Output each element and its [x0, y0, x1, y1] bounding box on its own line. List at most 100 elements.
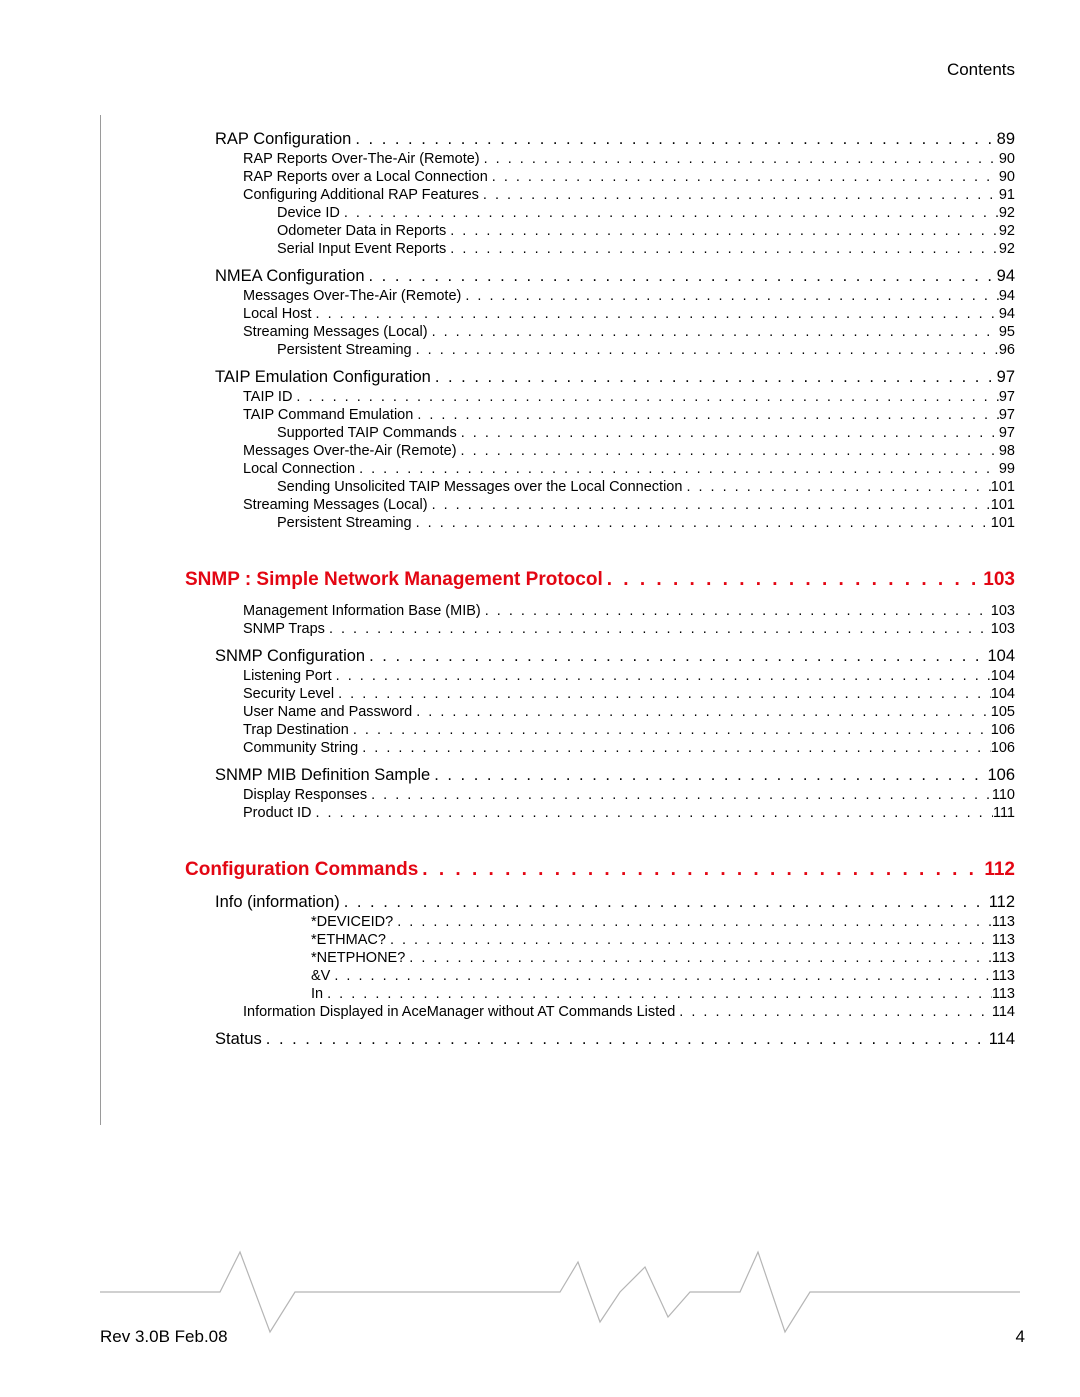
- toc-page-number: 103: [991, 603, 1015, 619]
- toc-leader-dots: . . . . . . . . . . . . . . . . . . . . …: [430, 766, 987, 785]
- toc-entry: Management Information Base (MIB) . . . …: [243, 603, 1015, 619]
- toc-label: Management Information Base (MIB): [243, 603, 481, 619]
- toc-label: Status: [215, 1030, 262, 1049]
- toc-page-number: 97: [999, 389, 1015, 405]
- toc-leader-dots: . . . . . . . . . . . . . . . . . . . . …: [332, 668, 991, 684]
- toc-page-number: 112: [984, 859, 1015, 881]
- toc-label: SNMP Traps: [243, 621, 325, 637]
- toc-label: TAIP Emulation Configuration: [215, 368, 431, 387]
- toc-label: Odometer Data in Reports: [277, 223, 446, 239]
- toc-label: Information Displayed in AceManager with…: [243, 1004, 675, 1020]
- toc-leader-dots: . . . . . . . . . . . . . . . . . . . . …: [428, 497, 991, 513]
- toc-page-number: 106: [987, 766, 1015, 785]
- toc-page-number: 113: [992, 932, 1015, 948]
- toc-leader-dots: . . . . . . . . . . . . . . . . . . . . …: [349, 722, 991, 738]
- toc-leader-dots: . . . . . . . . . . . . . . . . . . . . …: [325, 621, 991, 637]
- toc-entry: NMEA Configuration . . . . . . . . . . .…: [215, 267, 1015, 286]
- toc-label: Local Connection: [243, 461, 355, 477]
- toc-entry: RAP Reports Over-The-Air (Remote) . . . …: [243, 151, 1015, 167]
- toc-leader-dots: . . . . . . . . . . . . . . . . . . . . …: [446, 223, 999, 239]
- toc-label: TAIP ID: [243, 389, 292, 405]
- toc-page-number: 103: [983, 569, 1015, 591]
- toc-page-number: 98: [999, 443, 1015, 459]
- toc-leader-dots: . . . . . . . . . . . . . . . . . . . . …: [412, 704, 991, 720]
- toc-page-number: 101: [991, 497, 1015, 513]
- toc-label: TAIP Command Emulation: [243, 407, 413, 423]
- toc-label: Local Host: [243, 306, 312, 322]
- toc-page-number: 96: [999, 342, 1015, 358]
- toc-entry: Configuring Additional RAP Features . . …: [243, 187, 1015, 203]
- toc-entry: *ETHMAC? . . . . . . . . . . . . . . . .…: [311, 932, 1015, 948]
- toc-label: Listening Port: [243, 668, 332, 684]
- toc-page-number: 99: [999, 461, 1015, 477]
- toc-leader-dots: . . . . . . . . . . . . . . . . . . . . …: [457, 425, 999, 441]
- toc-entry: TAIP Command Emulation . . . . . . . . .…: [243, 407, 1015, 423]
- footer-revision: Rev 3.0B Feb.08: [100, 1327, 228, 1347]
- toc-leader-dots: . . . . . . . . . . . . . . . . . . . . …: [431, 368, 997, 387]
- toc-entry: Supported TAIP Commands . . . . . . . . …: [277, 425, 1015, 441]
- toc-chapter: Configuration Commands . . . . . . . . .…: [185, 859, 1015, 881]
- toc-page-number: 91: [999, 187, 1015, 203]
- toc-page-number: 114: [992, 1004, 1015, 1020]
- vertical-rule: [100, 115, 101, 1125]
- toc-page-number: 94: [999, 288, 1015, 304]
- toc-page-number: 89: [997, 130, 1015, 149]
- footer: Rev 3.0B Feb.08 4: [100, 1327, 1025, 1347]
- toc-entry: *NETPHONE? . . . . . . . . . . . . . . .…: [311, 950, 1015, 966]
- toc-entry: Display Responses . . . . . . . . . . . …: [243, 787, 1015, 803]
- toc-entry: Serial Input Event Reports . . . . . . .…: [277, 241, 1015, 257]
- toc-entry: Community String . . . . . . . . . . . .…: [243, 740, 1015, 756]
- toc-entry: Persistent Streaming . . . . . . . . . .…: [277, 342, 1015, 358]
- toc-entry: &V . . . . . . . . . . . . . . . . . . .…: [311, 968, 1015, 984]
- wave-decoration: [100, 1222, 1020, 1342]
- toc-label: Configuring Additional RAP Features: [243, 187, 479, 203]
- toc-leader-dots: . . . . . . . . . . . . . . . . . . . . …: [358, 740, 991, 756]
- toc-label: Configuration Commands: [185, 859, 418, 881]
- toc-page-number: 103: [991, 621, 1015, 637]
- toc-leader-dots: . . . . . . . . . . . . . . . . . . . . …: [412, 342, 999, 358]
- toc-leader-dots: . . . . . . . . . . . . . . . . . . . . …: [413, 407, 999, 423]
- toc-entry: RAP Reports over a Local Connection . . …: [243, 169, 1015, 185]
- toc-entry: Security Level . . . . . . . . . . . . .…: [243, 686, 1015, 702]
- toc-entry: SNMP Traps . . . . . . . . . . . . . . .…: [243, 621, 1015, 637]
- toc-entry: Messages Over-the-Air (Remote) . . . . .…: [243, 443, 1015, 459]
- toc-page-number: 106: [991, 722, 1015, 738]
- toc-page-number: 114: [989, 1030, 1015, 1049]
- toc-leader-dots: . . . . . . . . . . . . . . . . . . . . …: [479, 187, 999, 203]
- toc-leader-dots: . . . . . . . . . . . . . . . . . . . . …: [428, 324, 999, 340]
- toc-entry: Product ID . . . . . . . . . . . . . . .…: [243, 805, 1015, 821]
- toc-label: Trap Destination: [243, 722, 349, 738]
- toc-page-number: 110: [992, 787, 1015, 803]
- toc-entry: Information Displayed in AceManager with…: [243, 1004, 1015, 1020]
- toc-page-number: 113: [992, 986, 1015, 1002]
- toc-page-number: 104: [991, 668, 1015, 684]
- toc-page-number: 105: [991, 704, 1015, 720]
- toc-entry: Status . . . . . . . . . . . . . . . . .…: [215, 1030, 1015, 1049]
- toc-page-number: 113: [992, 914, 1015, 930]
- toc-page-number: 104: [987, 647, 1015, 666]
- toc-entry: SNMP Configuration . . . . . . . . . . .…: [215, 647, 1015, 666]
- toc-leader-dots: . . . . . . . . . . . . . . . . . . . . …: [340, 205, 999, 221]
- toc-leader-dots: . . . . . . . . . . . . . . . . . . . . …: [330, 968, 992, 984]
- toc-leader-dots: . . . . . . . . . . . . . . . . . . . . …: [312, 805, 993, 821]
- toc-label: RAP Configuration: [215, 130, 351, 149]
- toc-label: Community String: [243, 740, 358, 756]
- toc-leader-dots: . . . . . . . . . . . . . . . . . . . . …: [365, 267, 997, 286]
- toc-label: Supported TAIP Commands: [277, 425, 457, 441]
- toc-page-number: 112: [989, 893, 1015, 912]
- toc-label: Security Level: [243, 686, 334, 702]
- toc-entry: Info (information) . . . . . . . . . . .…: [215, 893, 1015, 912]
- header-title: Contents: [100, 60, 1025, 80]
- toc-entry: SNMP MIB Definition Sample . . . . . . .…: [215, 766, 1015, 785]
- toc-label: *ETHMAC?: [311, 932, 386, 948]
- toc-leader-dots: . . . . . . . . . . . . . . . . . . . . …: [446, 241, 999, 257]
- toc-entry: Streaming Messages (Local) . . . . . . .…: [243, 497, 1015, 513]
- toc-page-number: 97: [999, 425, 1015, 441]
- toc-label: In: [311, 986, 323, 1002]
- toc-label: SNMP : Simple Network Management Protoco…: [185, 569, 603, 591]
- toc-leader-dots: . . . . . . . . . . . . . . . . . . . . …: [292, 389, 998, 405]
- toc-label: *NETPHONE?: [311, 950, 405, 966]
- toc-label: Product ID: [243, 805, 312, 821]
- toc-page-number: 101: [991, 515, 1015, 531]
- toc-page-number: 92: [999, 205, 1015, 221]
